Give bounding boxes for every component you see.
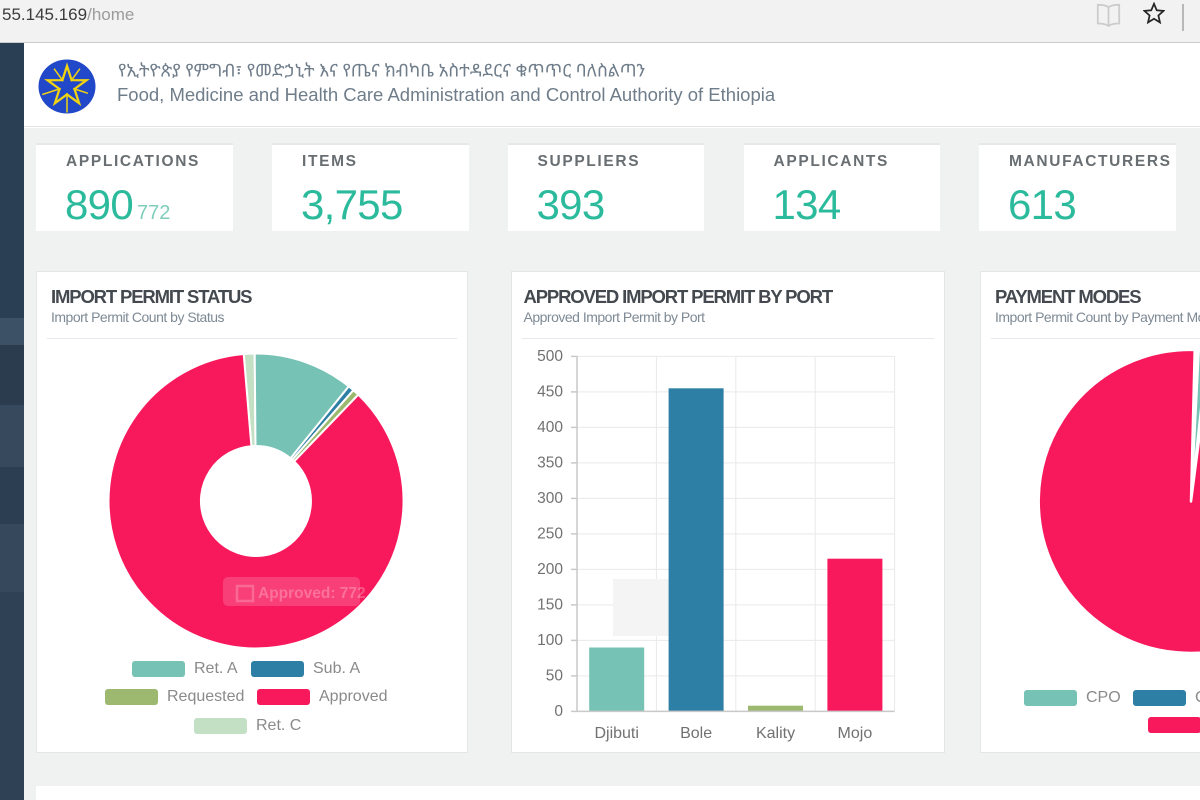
svg-text:300: 300 <box>537 490 563 507</box>
svg-text:Bole: Bole <box>680 725 712 742</box>
svg-text:500: 500 <box>537 348 563 365</box>
svg-text:250: 250 <box>537 525 563 542</box>
svg-text:Approved: 772: Approved: 772 <box>258 585 366 602</box>
svg-text:200: 200 <box>537 561 563 578</box>
svg-text:50: 50 <box>546 667 564 684</box>
svg-text:400: 400 <box>537 419 563 436</box>
svg-text:Mojo: Mojo <box>838 725 873 742</box>
svg-text:Kality: Kality <box>756 725 795 742</box>
svg-text:0: 0 <box>554 703 563 720</box>
svg-text:350: 350 <box>537 454 563 471</box>
svg-text:Djibuti: Djibuti <box>594 725 638 742</box>
svg-text:150: 150 <box>537 596 563 613</box>
svg-text:450: 450 <box>537 383 563 400</box>
svg-text:100: 100 <box>537 632 563 649</box>
